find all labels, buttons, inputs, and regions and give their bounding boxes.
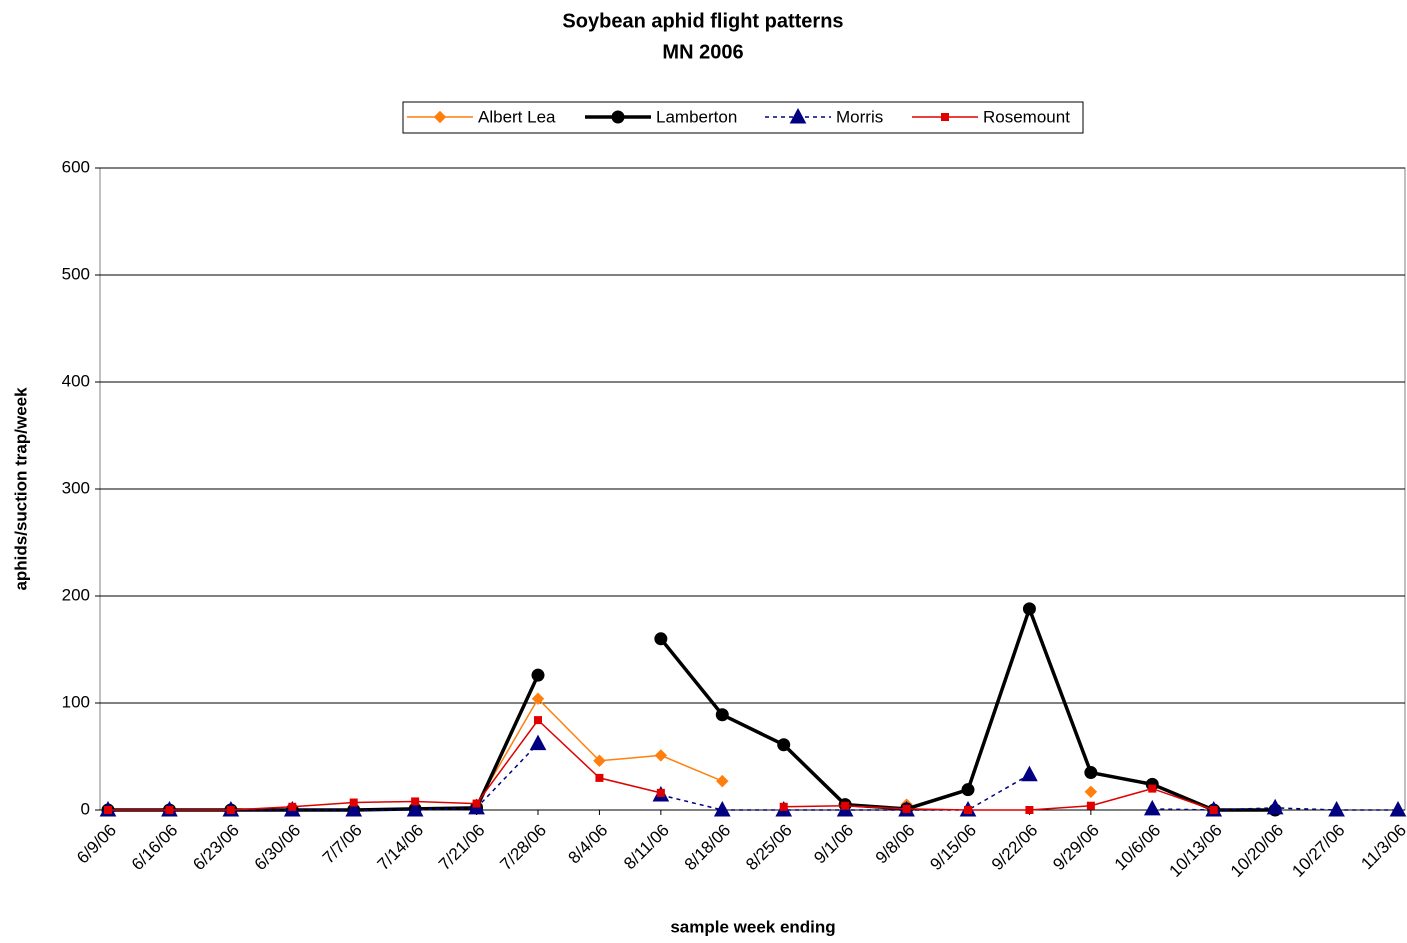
x-tick-label: 6/16/06	[128, 821, 182, 875]
x-tick-label: 9/29/06	[1049, 821, 1103, 875]
marker	[288, 802, 297, 811]
marker	[715, 708, 729, 722]
x-tick-label: 9/1/06	[810, 821, 857, 868]
x-tick-label: 6/30/06	[251, 821, 305, 875]
marker	[104, 806, 112, 814]
marker	[841, 801, 850, 810]
y-tick-label: 300	[62, 478, 90, 497]
marker	[472, 799, 481, 808]
marker	[534, 716, 542, 725]
marker	[777, 738, 791, 752]
x-tick-label: 10/20/06	[1227, 821, 1287, 881]
x-tick-label: 8/18/06	[681, 821, 735, 875]
marker	[1084, 785, 1098, 799]
y-tick-label: 600	[62, 157, 90, 176]
x-tick-label: 8/25/06	[742, 821, 796, 875]
marker	[1143, 799, 1161, 816]
x-tick-label: 9/15/06	[926, 821, 980, 875]
y-tick-label: 100	[62, 692, 90, 711]
marker	[961, 783, 975, 797]
marker	[1148, 784, 1157, 793]
marker	[654, 749, 668, 762]
marker	[716, 774, 729, 788]
x-tick-label: 6/9/06	[73, 821, 120, 868]
marker	[433, 110, 447, 124]
x-tick-label: 10/6/06	[1111, 821, 1165, 875]
legend-label: Lamberton	[656, 107, 737, 126]
marker	[345, 800, 363, 817]
legend-label: Morris	[836, 107, 883, 126]
marker	[1328, 800, 1345, 817]
x-tick-label: 9/8/06	[872, 821, 919, 868]
y-tick-label: 500	[62, 264, 90, 283]
marker	[656, 788, 665, 797]
x-tick-label: 7/14/06	[374, 821, 428, 875]
x-tick-label: 10/13/06	[1165, 821, 1225, 881]
marker	[226, 806, 235, 814]
x-tick-label: 8/11/06	[620, 821, 673, 874]
series-line	[108, 743, 1398, 811]
x-tick-label: 9/22/06	[988, 821, 1042, 875]
y-axis-title: aphids/suction trap/week	[11, 387, 30, 591]
marker	[964, 806, 972, 814]
y-tick-label: 200	[62, 585, 90, 604]
chart-title: Soybean aphid flight patterns	[562, 10, 843, 32]
marker	[941, 113, 949, 121]
marker	[411, 797, 420, 806]
x-tick-label: 7/7/06	[319, 821, 366, 868]
y-tick-label: 400	[62, 371, 90, 390]
marker	[789, 107, 807, 124]
marker	[611, 110, 625, 124]
marker	[779, 802, 788, 811]
marker	[531, 668, 545, 682]
marker	[406, 800, 424, 817]
series-line	[477, 699, 1091, 805]
marker	[1021, 765, 1038, 782]
marker	[902, 804, 911, 813]
y-tick-label: 0	[81, 799, 90, 818]
marker	[165, 806, 174, 814]
x-tick-label: 10/27/06	[1288, 821, 1348, 881]
marker	[529, 734, 547, 751]
series-line	[108, 603, 1276, 812]
marker	[1022, 602, 1036, 616]
x-tick-label: 7/28/06	[496, 821, 550, 875]
x-tick-label: 8/4/06	[565, 821, 612, 868]
marker	[1025, 806, 1034, 814]
marker	[1389, 800, 1407, 817]
marker	[1084, 766, 1098, 780]
marker	[593, 754, 606, 767]
marker	[713, 800, 731, 817]
marker	[595, 773, 604, 782]
x-tick-label: 11/3/06	[1357, 821, 1407, 874]
marker	[531, 692, 545, 705]
marker	[654, 632, 668, 646]
legend-label: Albert Lea	[478, 107, 556, 126]
chart-subtitle: MN 2006	[662, 41, 743, 63]
x-tick-label: 6/23/06	[189, 821, 243, 875]
x-tick-label: 7/21/06	[435, 821, 489, 875]
marker	[349, 798, 358, 807]
marker	[1266, 798, 1284, 815]
marker	[1086, 801, 1095, 810]
marker	[1209, 806, 1218, 814]
x-axis-title: sample week ending	[670, 917, 835, 936]
legend-label: Rosemount	[983, 107, 1070, 126]
series-line	[108, 718, 1214, 811]
